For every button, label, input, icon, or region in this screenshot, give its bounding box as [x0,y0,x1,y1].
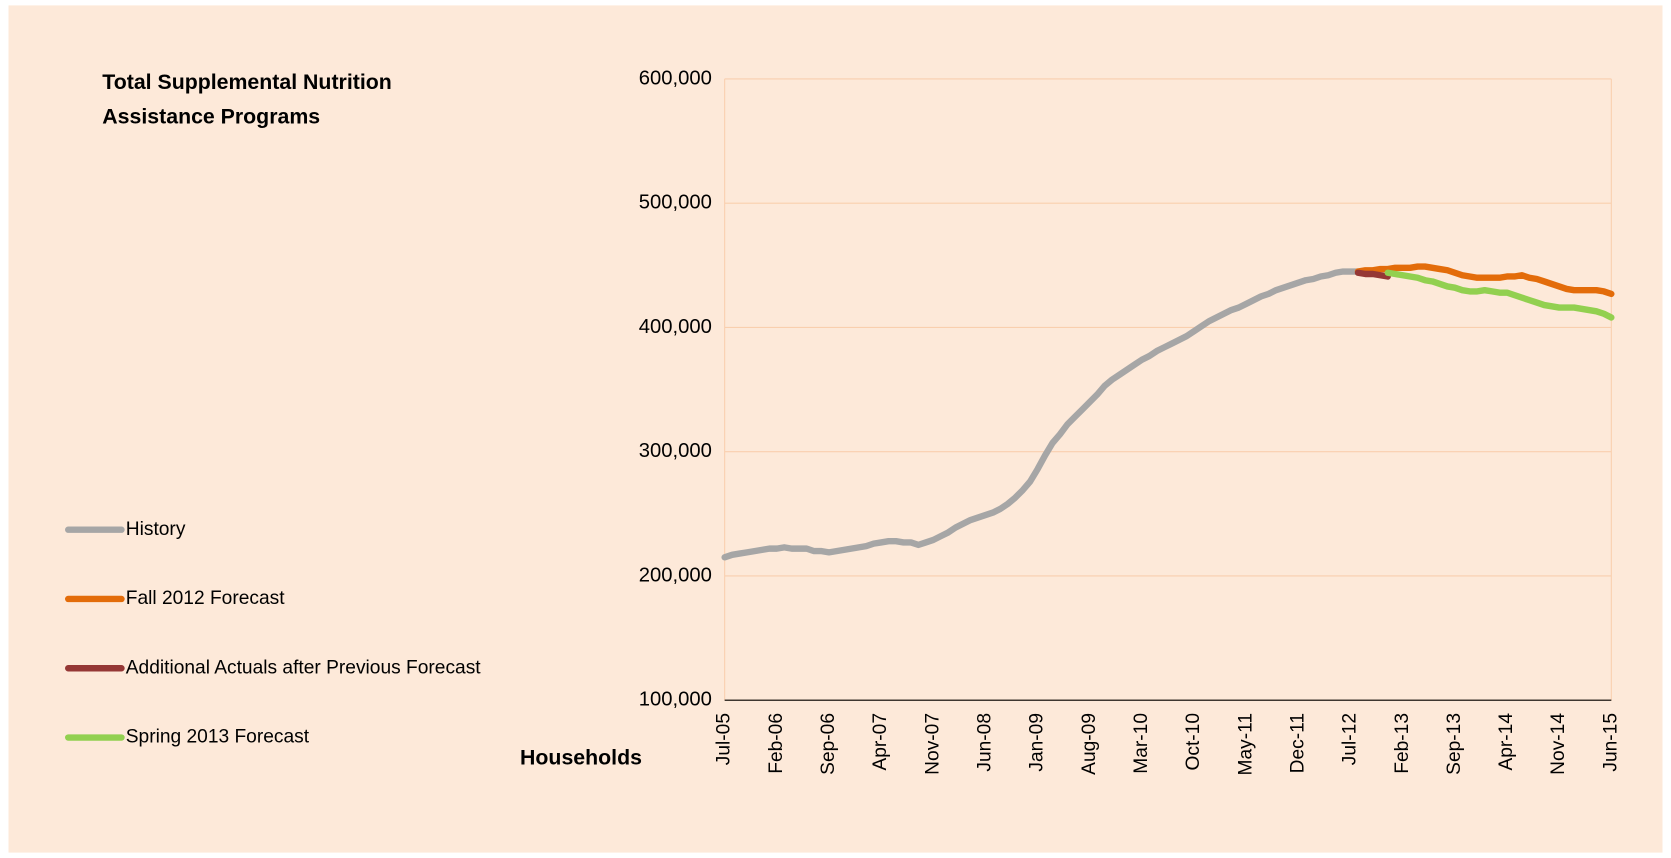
legend-label: History [126,519,186,540]
legend-label: Fall 2012 Forecast [126,588,285,609]
y-tick-label: 500,000 [639,192,712,214]
y-tick-label: 300,000 [639,440,712,462]
series-line [721,268,1362,561]
x-tick-label: Jul-05 [714,713,735,765]
x-tick-label: Aug-09 [1079,713,1100,775]
x-tick-label: Jan-09 [1027,713,1048,772]
chart-title-line: Total Supplemental Nutrition [102,70,391,94]
x-tick-label: Mar-10 [1131,713,1152,774]
x-tick-label: Nov-14 [1548,713,1569,775]
x-tick-label: Nov-07 [922,713,943,775]
series-line [1354,263,1615,298]
y-tick-label: 600,000 [639,67,712,89]
x-tick-label: Jun-08 [975,713,996,772]
series-line [1384,269,1615,321]
y-axis-label: Households [520,745,642,769]
chart-background [8,5,1663,853]
chart-title-line: Assistance Programs [102,104,320,128]
legend-label: Additional Actuals after Previous Foreca… [126,657,482,678]
series-line [1354,269,1391,280]
x-tick-label: Dec-11 [1287,713,1308,773]
x-tick-label: Sep-13 [1444,713,1465,775]
y-tick-label: 200,000 [639,564,712,586]
x-tick-label: Jul-12 [1340,713,1361,765]
y-tick-label: 400,000 [639,316,712,338]
x-tick-label: Oct-10 [1183,713,1204,771]
x-tick-label: Sep-06 [818,713,839,775]
x-tick-label: Feb-13 [1392,713,1413,774]
x-tick-label: Jun-15 [1600,713,1621,772]
legend-label: Spring 2013 Forecast [126,727,310,748]
x-tick-label: May-11 [1235,713,1256,776]
chart-title: Total Supplemental Nutrition Assistance P… [102,70,391,128]
x-tick-label: Feb-06 [766,713,787,774]
y-tick-label: 100,000 [639,689,712,711]
x-tick-label: Apr-14 [1496,713,1517,771]
x-tick-label: Apr-07 [870,713,891,771]
